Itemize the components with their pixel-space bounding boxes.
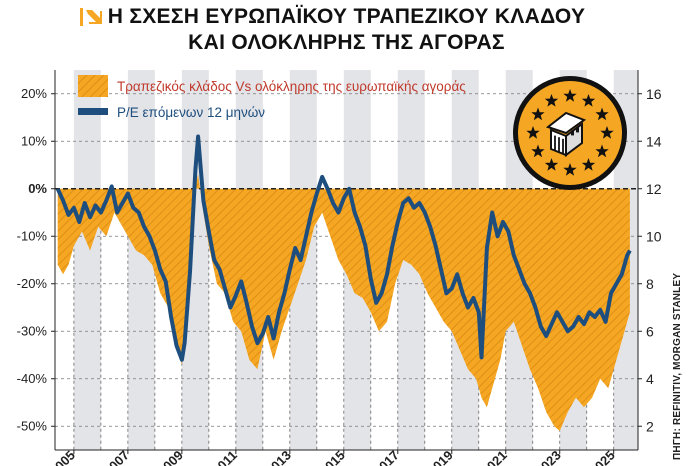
left-tick-label: 20% bbox=[21, 86, 47, 101]
left-tick-label: -50% bbox=[17, 418, 48, 433]
legend-label-line: P/E επόμενων 12 μηνών bbox=[117, 105, 265, 120]
right-tick-label: 16 bbox=[646, 86, 662, 102]
star-icon bbox=[531, 144, 545, 158]
star-icon bbox=[526, 126, 540, 139]
star-icon bbox=[595, 107, 609, 121]
chart-title: Η ΣΧΕΣΗ ΕΥΡΩΠΑΪΚΟΥ ΤΡΑΠΕΖΙΚΟΥ ΚΛΑΔΟΥ ΚΑΙ… bbox=[0, 4, 693, 56]
bank-window bbox=[571, 130, 574, 136]
left-tick-label: -30% bbox=[17, 323, 48, 338]
right-tick-label: 12 bbox=[646, 181, 662, 197]
right-tick-label: 10 bbox=[646, 228, 662, 244]
star-icon bbox=[581, 158, 596, 171]
right-tick-label: 6 bbox=[646, 323, 654, 339]
right-tick-label: 8 bbox=[646, 276, 654, 292]
star-icon bbox=[531, 107, 545, 121]
source-note: ΠΗΓΗ: REFINITIV, MORGAN STANLEY bbox=[672, 272, 683, 460]
left-tick-label: -40% bbox=[17, 371, 48, 386]
star-icon bbox=[581, 94, 596, 107]
title-line-1: Η ΣΧΕΣΗ ΕΥΡΩΠΑΪΚΟΥ ΤΡΑΠΕΖΙΚΟΥ ΚΛΑΔΟΥ bbox=[107, 5, 586, 28]
left-tick-label: -10% bbox=[17, 228, 48, 243]
left-tick-label: -20% bbox=[17, 276, 48, 291]
right-tick-label: 14 bbox=[646, 133, 662, 149]
star-icon bbox=[563, 89, 577, 102]
title-line-2: ΚΑΙ ΟΛΟΚΛΗΡΗΣ ΤΗΣ ΑΓΟΡΑΣ bbox=[188, 31, 505, 54]
left-tick-label: 10% bbox=[21, 133, 47, 148]
star-icon bbox=[600, 126, 614, 139]
right-tick-label: 4 bbox=[646, 371, 654, 387]
left-tick-label: 0% bbox=[28, 181, 47, 196]
legend-swatch-line bbox=[78, 108, 108, 115]
right-tick-label: 2 bbox=[646, 418, 654, 434]
bank-roof bbox=[545, 111, 587, 135]
arrow-down-right-icon bbox=[80, 8, 102, 26]
star-icon bbox=[563, 163, 577, 176]
legend: Τραπεζικός κλάδος Vs ολόκληρης της ευρωπ… bbox=[78, 75, 466, 120]
star-icon bbox=[595, 144, 609, 158]
legend-label-area: Τραπεζικός κλάδος Vs ολόκληρης της ευρωπ… bbox=[117, 79, 466, 94]
legend-swatch-area bbox=[78, 75, 108, 97]
bank-window bbox=[576, 127, 579, 133]
bank-eu-stars-icon bbox=[513, 76, 627, 190]
shaded-band-2005 bbox=[73, 70, 101, 450]
star-icon bbox=[544, 94, 559, 107]
star-icon bbox=[544, 158, 559, 171]
series-line-pe-12m bbox=[55, 134, 632, 362]
